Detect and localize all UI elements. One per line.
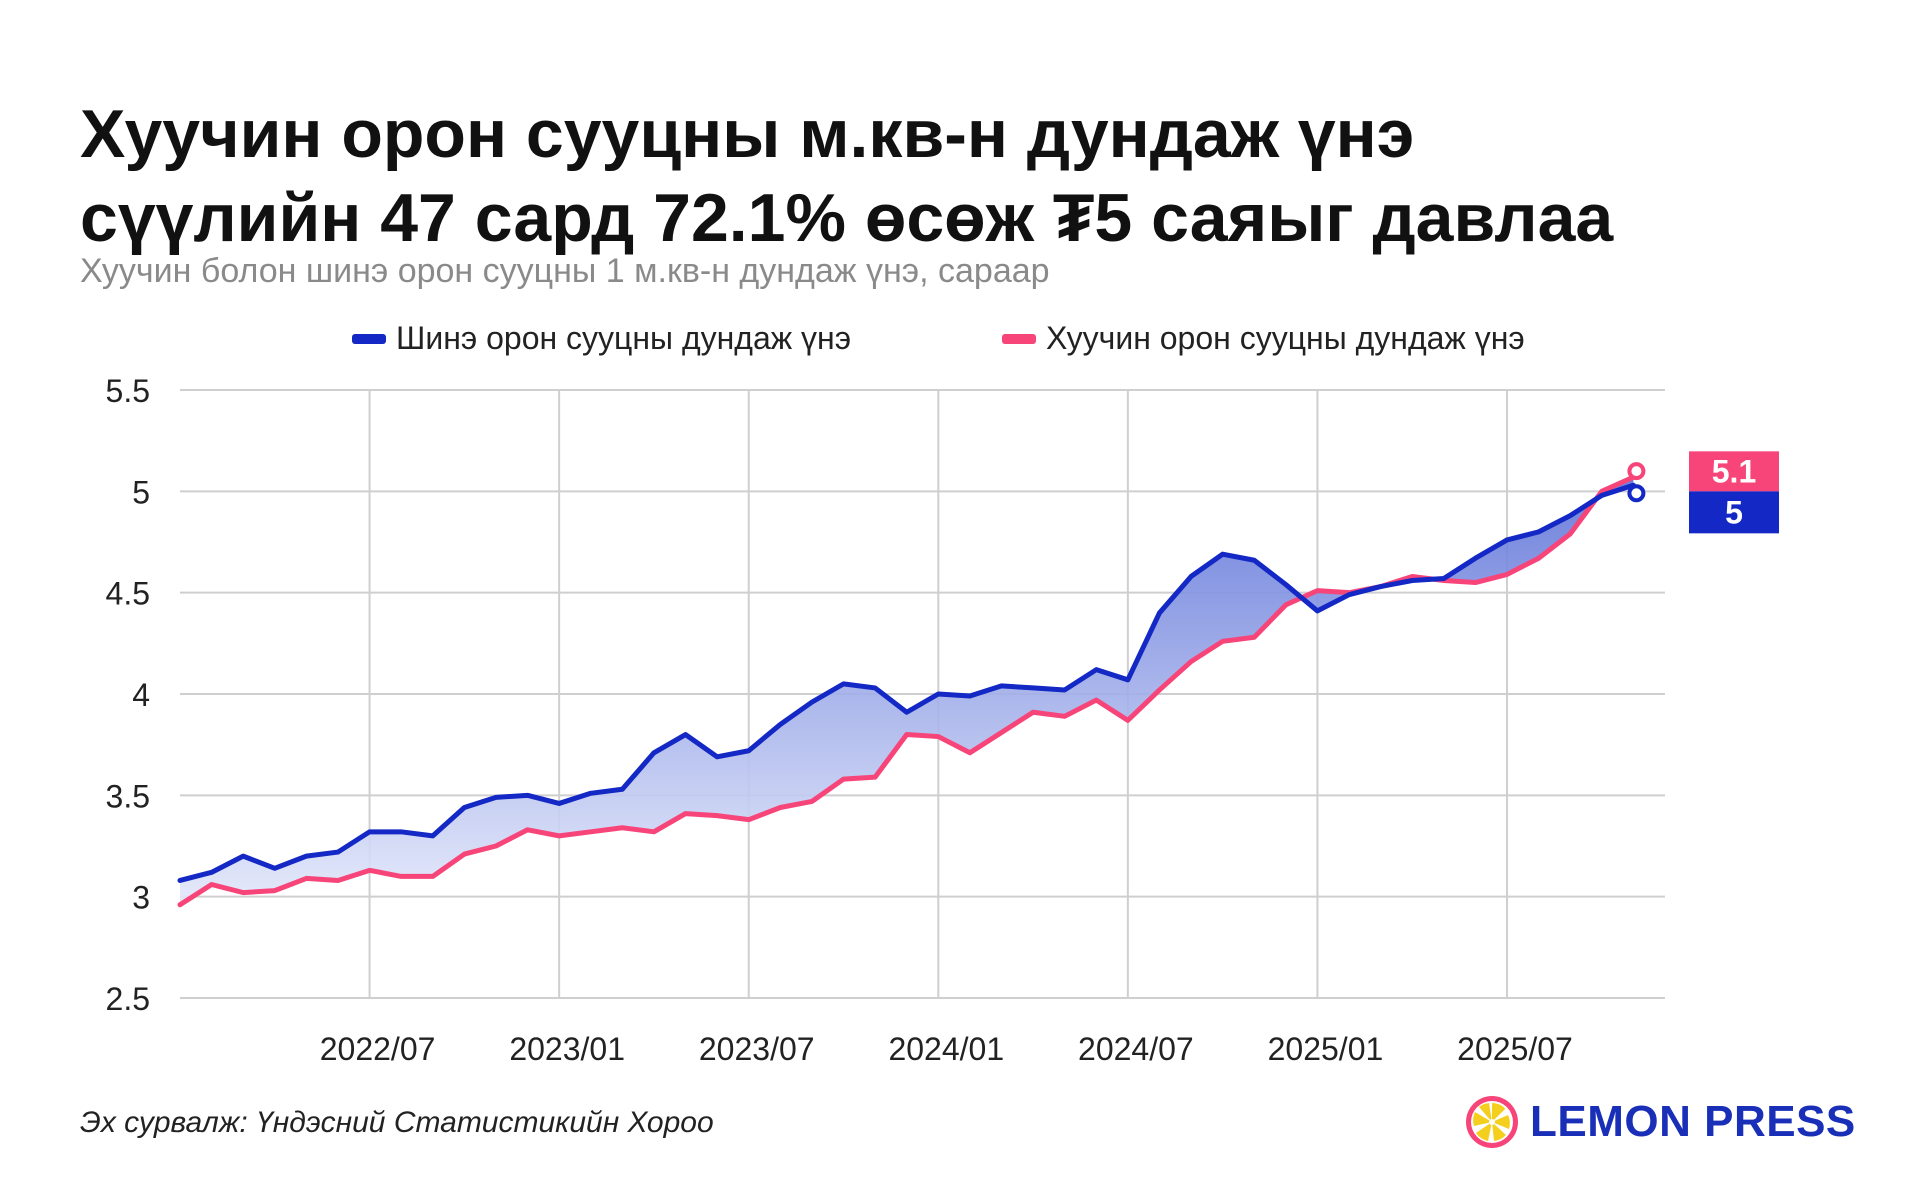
legend-label-old: Хуучин орон сууцны дундаж үнэ [1046,320,1525,356]
end-markers [1627,462,1646,503]
gap-area-fill [180,477,1634,905]
lemon-slice-icon [1466,1096,1518,1148]
title-line-1: Хуучин орон сууцны м.кв-н дундаж үнэ [80,96,1415,172]
x-tick-label: 2025/07 [1457,1031,1573,1067]
x-tick-label: 2023/01 [509,1031,625,1067]
x-tick-label: 2023/07 [699,1031,815,1067]
y-tick-label: 4.5 [106,576,150,612]
gap-area [180,477,1634,905]
chart-subtitle: Хуучин болон шинэ орон сууцны 1 м.кв-н д… [80,252,1050,290]
legend: Шинэ орон сууцны дундаж үнэ Хуучин орон … [0,320,1920,364]
end-badge-old-label: 5.1 [1712,453,1756,489]
source-note: Эх сурвалж: Үндэсний Статистикийн Хороо [80,1106,714,1139]
x-tick-label: 2024/01 [888,1031,1004,1067]
brand-logo[interactable]: LEMON PRESS [1464,1090,1856,1154]
chart-title: Хуучин орон сууцны м.кв-н дундаж үнэ сүү… [80,92,1880,260]
y-axis-ticks: 5.5 5 4.5 4 3.5 3 2.5 [106,373,150,1017]
y-tick-label: 5.5 [106,373,150,409]
x-tick-label: 2025/01 [1268,1031,1384,1067]
series-line-new [177,482,1636,883]
end-badge-new [1689,491,1779,534]
end-value-badges: 5.15 [1689,451,1779,534]
end-badge-old [1689,451,1779,492]
grid [180,389,1665,999]
series-lines [177,474,1636,908]
end-badge-new-label: 5 [1725,494,1743,530]
y-tick-label: 2.5 [106,981,150,1017]
legend-label-new: Шинэ орон сууцны дундаж үнэ [396,320,852,356]
y-tick-label: 3.5 [106,778,150,814]
title-line-2: сүүлийн 47 сард 72.1% өсөж ₮5 саяыг давл… [80,180,1614,256]
end-marker-new [1627,484,1646,503]
legend-swatch-new [352,333,386,344]
brand-name: LEMON PRESS [1530,1097,1856,1146]
y-tick-label: 4 [132,677,150,713]
end-marker-old [1627,462,1646,481]
legend-item-new: Шинэ орон сууцны дундаж үнэ [352,320,851,357]
legend-swatch-old [1002,333,1036,344]
legend-item-old: Хуучин орон сууцны дундаж үнэ [1002,320,1525,357]
x-axis-ticks: 2022/07 2023/01 2023/07 2024/01 2024/07 2025/… [320,1031,1573,1067]
y-tick-label: 5 [132,474,150,510]
y-tick-label: 3 [132,880,150,916]
x-tick-label: 2024/07 [1078,1031,1194,1067]
x-tick-label: 2022/07 [320,1031,436,1067]
